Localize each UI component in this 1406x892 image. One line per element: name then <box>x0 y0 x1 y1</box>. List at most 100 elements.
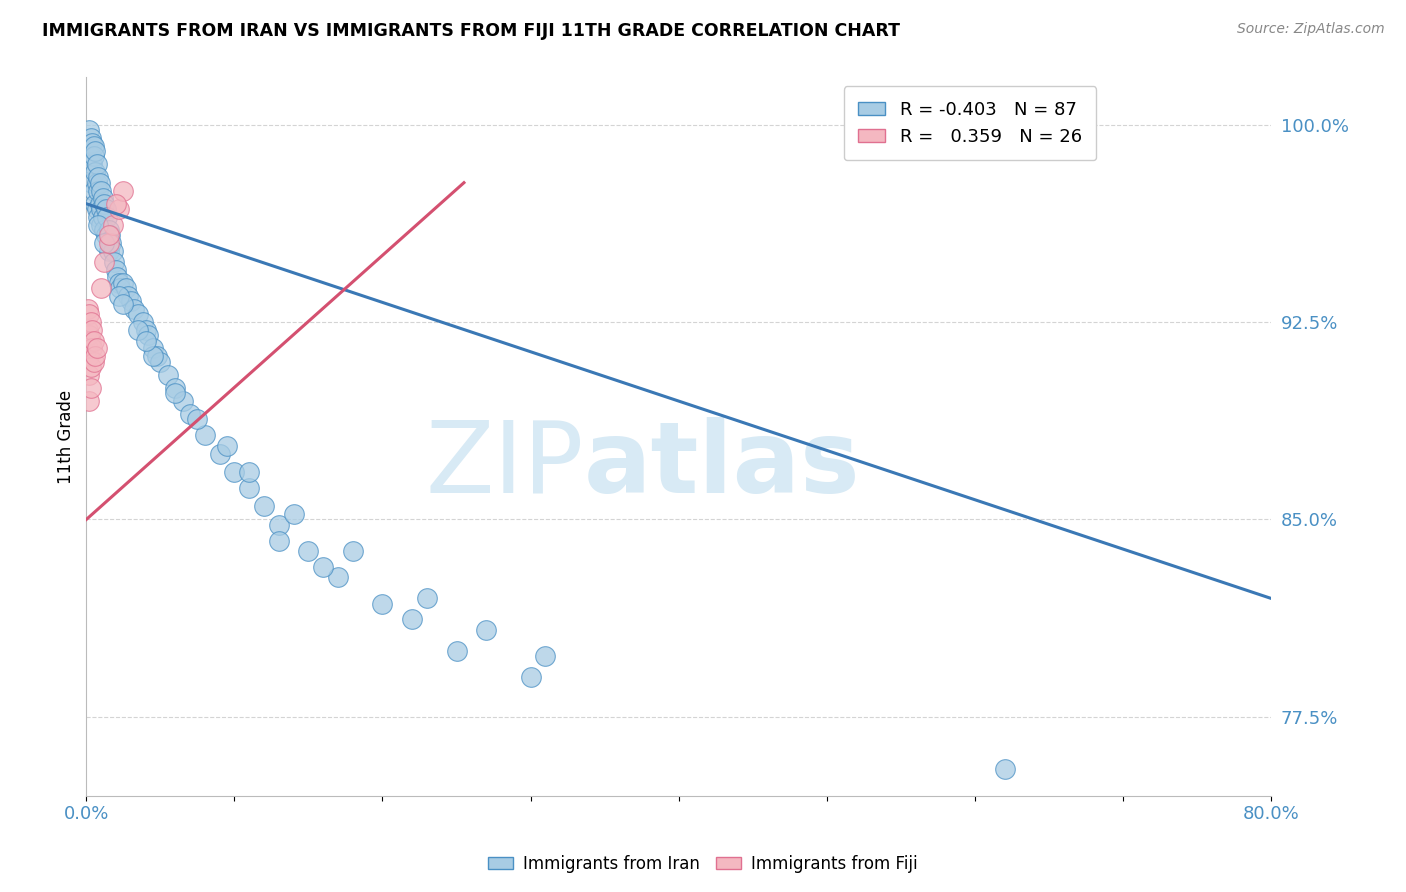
Point <box>93 223 115 237</box>
Point <box>326 570 349 584</box>
Point <box>283 507 305 521</box>
Point <box>127 323 149 337</box>
Point <box>142 342 165 356</box>
Point <box>993 763 1015 777</box>
Point <box>117 289 139 303</box>
Point <box>100 236 122 251</box>
Point <box>172 394 194 409</box>
Point <box>224 465 246 479</box>
Text: Source: ZipAtlas.com: Source: ZipAtlas.com <box>1237 22 1385 37</box>
Point <box>77 307 100 321</box>
Point <box>93 196 115 211</box>
Point <box>86 157 108 171</box>
Point <box>80 334 103 348</box>
Point <box>91 210 114 224</box>
Point <box>108 276 131 290</box>
Point <box>87 184 110 198</box>
Point <box>101 218 124 232</box>
Point <box>475 623 498 637</box>
Point <box>112 184 135 198</box>
Point <box>165 386 187 401</box>
Point <box>76 342 98 356</box>
Point <box>83 139 105 153</box>
Point <box>253 500 276 514</box>
Point <box>76 323 98 337</box>
Point <box>101 244 124 259</box>
Point <box>110 281 132 295</box>
Point <box>76 301 98 316</box>
Point <box>83 334 105 348</box>
Text: ZIP: ZIP <box>426 417 583 514</box>
Point <box>120 294 142 309</box>
Point <box>86 176 108 190</box>
Point <box>115 281 138 295</box>
Point <box>82 157 104 171</box>
Point <box>138 328 160 343</box>
Point <box>104 262 127 277</box>
Point <box>416 591 439 606</box>
Point <box>87 210 110 224</box>
Point <box>186 412 208 426</box>
Text: IMMIGRANTS FROM IRAN VS IMMIGRANTS FROM FIJI 11TH GRADE CORRELATION CHART: IMMIGRANTS FROM IRAN VS IMMIGRANTS FROM … <box>42 22 900 40</box>
Point <box>131 315 153 329</box>
Point <box>83 354 105 368</box>
Point <box>165 381 187 395</box>
Point <box>105 270 128 285</box>
Point <box>89 196 111 211</box>
Point <box>127 307 149 321</box>
Point <box>104 196 127 211</box>
Point <box>87 218 110 232</box>
Point <box>371 597 394 611</box>
Point <box>97 223 120 237</box>
Point <box>90 184 112 198</box>
Point <box>97 228 120 243</box>
Point <box>94 228 117 243</box>
Point <box>80 315 103 329</box>
Point <box>179 407 201 421</box>
Point <box>87 170 110 185</box>
Point <box>77 123 100 137</box>
Point <box>194 428 217 442</box>
Point <box>297 544 319 558</box>
Point <box>96 210 118 224</box>
Point <box>122 301 145 316</box>
Point <box>80 381 103 395</box>
Point <box>97 236 120 251</box>
Point <box>91 192 114 206</box>
Point <box>267 517 290 532</box>
Point <box>94 202 117 216</box>
Point <box>93 236 115 251</box>
Point <box>84 165 107 179</box>
Point <box>98 228 121 243</box>
Point <box>135 334 157 348</box>
Point <box>83 149 105 163</box>
Point <box>86 342 108 356</box>
Point <box>86 202 108 216</box>
Point <box>84 196 107 211</box>
Point <box>534 649 557 664</box>
Point <box>267 533 290 548</box>
Point <box>80 359 103 374</box>
Point <box>84 349 107 363</box>
Point <box>82 342 104 356</box>
Point <box>82 323 104 337</box>
Point <box>446 644 468 658</box>
Point <box>342 544 364 558</box>
Point <box>80 131 103 145</box>
Point <box>82 176 104 190</box>
Point <box>89 176 111 190</box>
Point <box>77 368 100 382</box>
Point <box>108 289 131 303</box>
Legend: R = -0.403   N = 87, R =   0.359   N = 26: R = -0.403 N = 87, R = 0.359 N = 26 <box>844 87 1097 161</box>
Point <box>97 244 120 259</box>
Y-axis label: 11th Grade: 11th Grade <box>58 390 75 483</box>
Point <box>83 184 105 198</box>
Point <box>238 481 260 495</box>
Point <box>238 465 260 479</box>
Point <box>112 276 135 290</box>
Point <box>215 439 238 453</box>
Point <box>90 202 112 216</box>
Point <box>146 349 169 363</box>
Point <box>90 281 112 295</box>
Point <box>142 349 165 363</box>
